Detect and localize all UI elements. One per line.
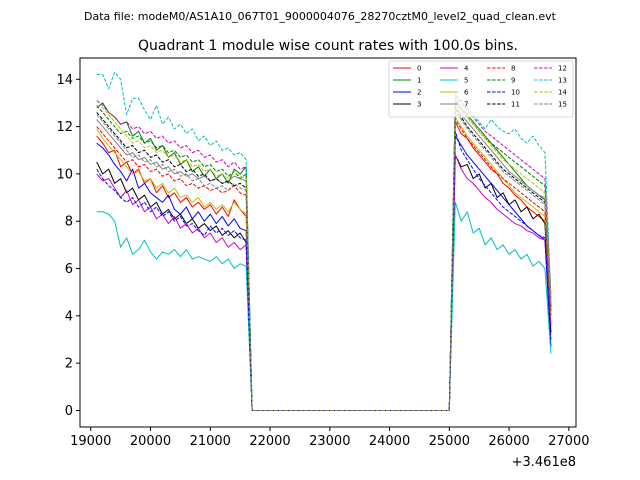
x-tick-label: 24000 xyxy=(369,434,410,449)
y-tick-label: 4 xyxy=(65,309,73,324)
legend-label: 2 xyxy=(417,89,421,97)
legend-label: 3 xyxy=(417,101,421,109)
x-tick-label: 22000 xyxy=(249,434,290,449)
legend-label: 14 xyxy=(558,89,567,97)
y-tick-label: 12 xyxy=(56,120,73,135)
y-tick-label: 6 xyxy=(65,262,73,277)
legend-label: 5 xyxy=(464,77,468,85)
legend-label: 6 xyxy=(464,89,469,97)
x-tick-label: 20000 xyxy=(130,434,171,449)
x-tick-label: 19000 xyxy=(70,434,111,449)
chart-title: Quadrant 1 module wise count rates with … xyxy=(138,38,518,54)
y-tick-label: 14 xyxy=(56,73,73,88)
series-line-15 xyxy=(96,109,552,411)
x-tick-label: 23000 xyxy=(309,434,350,449)
legend-label: 11 xyxy=(511,101,520,109)
legend-label: 13 xyxy=(558,77,567,85)
series-line-14 xyxy=(96,97,552,411)
legend-label: 10 xyxy=(511,89,520,97)
plot-frame xyxy=(79,57,577,428)
series-line-11 xyxy=(96,107,552,411)
series-line-12 xyxy=(96,95,552,411)
legend-label: 12 xyxy=(558,65,567,73)
legend-label: 9 xyxy=(511,77,515,85)
series-layer xyxy=(96,71,552,411)
legend-label: 15 xyxy=(558,101,567,109)
x-tick-label: 21000 xyxy=(190,434,231,449)
y-tick-label: 2 xyxy=(65,357,73,372)
data-file-caption: Data file: modeM0/AS1A10_067T01_90000040… xyxy=(84,10,557,23)
x-offset-label: +3.461e8 xyxy=(512,455,576,470)
x-tick-label: 25000 xyxy=(429,434,470,449)
y-tick-label: 0 xyxy=(65,404,73,419)
legend-label: 7 xyxy=(464,101,468,109)
legend-label: 0 xyxy=(417,65,421,73)
legend-label: 8 xyxy=(511,65,515,73)
x-tick-label: 26000 xyxy=(488,434,529,449)
x-tick-label: 27000 xyxy=(548,434,589,449)
y-tick-label: 8 xyxy=(65,215,73,230)
y-axis: 0 2 4 6 8 10 12 14 xyxy=(56,73,80,419)
legend-box xyxy=(388,60,574,118)
legend-label: 1 xyxy=(417,77,421,85)
legend-label: 4 xyxy=(464,65,469,73)
x-axis: 19000 20000 21000 22000 23000 24000 25000 26000… xyxy=(70,427,590,449)
y-tick-label: 10 xyxy=(56,167,73,182)
series-line-8 xyxy=(96,119,552,411)
